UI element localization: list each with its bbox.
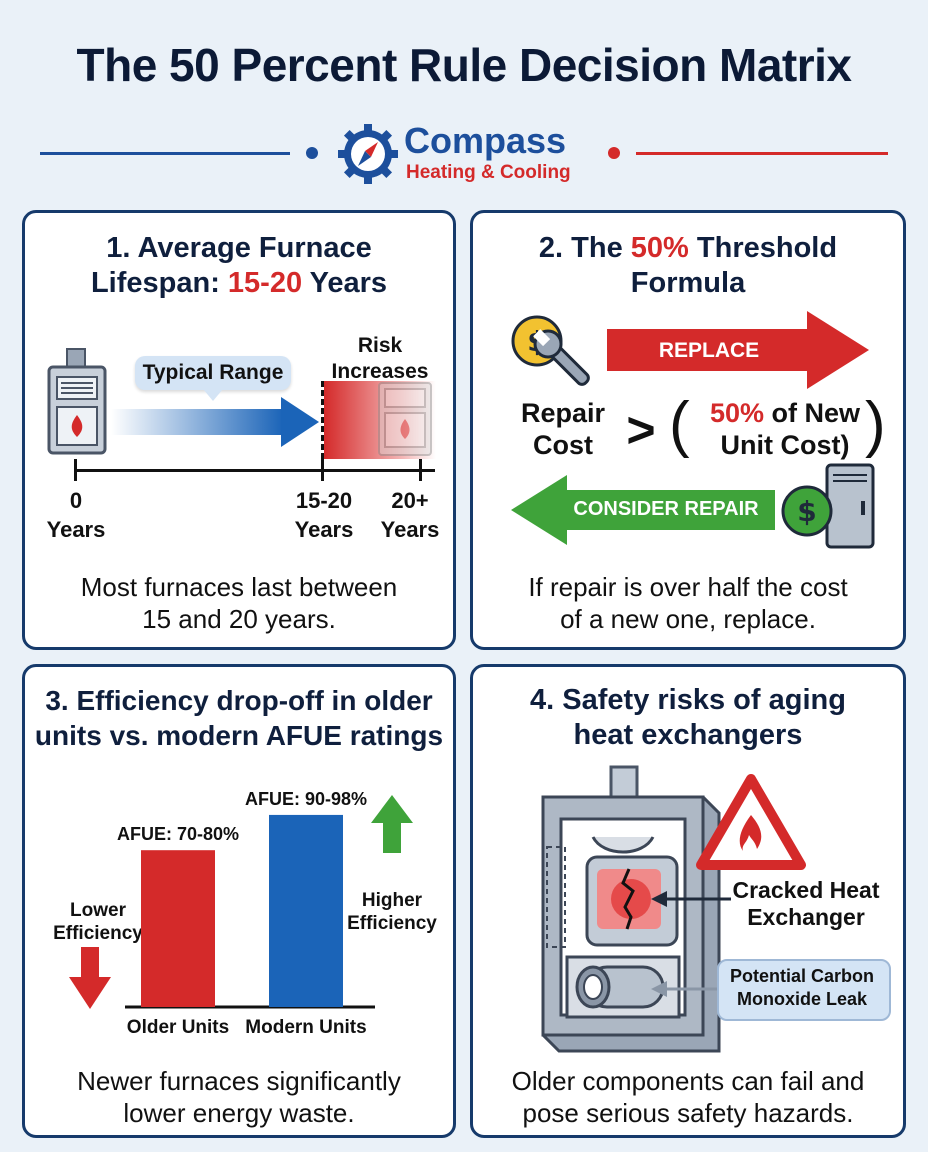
replace-label: REPLACE (658, 339, 760, 362)
tick-label-1: 15-20 Years (294, 488, 354, 542)
card1-title: 1. Average Furnace Lifespan: 15-20 Years (90, 232, 388, 299)
card-threshold-formula: 2. The 50% Threshold Formula $ REPLACE R… (470, 210, 906, 650)
afue-bar-chart: AFUE: 70-80% Older Units AFUE: 90-98% Moder… (117, 789, 375, 1038)
bar-older-units (141, 850, 215, 1007)
formula-lhs: Repair Cost (520, 398, 606, 460)
timeline-tick-2 (419, 459, 422, 481)
brand-subtitle: Heating & Cooling (406, 162, 571, 183)
formula-open-paren: ( (669, 390, 690, 459)
brand-dot-right (608, 147, 620, 159)
bar-value-label: AFUE: 70-80% (117, 824, 239, 844)
bar-category-label: Older Units (127, 1017, 229, 1038)
brand-dot-left (306, 147, 318, 159)
co-leak-callout (717, 959, 891, 1021)
card-efficiency: 3. Efficiency drop-off in older units vs… (22, 664, 456, 1138)
formula-operator: > (626, 402, 656, 458)
card3-title: 3. Efficiency drop-off in older units vs… (34, 685, 444, 751)
card-safety-risks: 4. Safety risks of aging heat exchangers… (470, 664, 906, 1138)
timeline-axis (75, 469, 435, 472)
co-leak-label: Potential Carbon Monoxide Leak (729, 966, 874, 1009)
card2-title: 2. The 50% Threshold Formula (538, 232, 838, 299)
cracked-heat-exchanger-label: Cracked Heat Exchanger (732, 877, 880, 930)
money-wrench-icon: $ (511, 315, 590, 386)
compass-gear-logo-icon (338, 124, 398, 184)
warning-fire-icon (696, 774, 806, 870)
bar-category-label: Modern Units (245, 1017, 366, 1038)
bar-value-label: AFUE: 90-98% (245, 789, 367, 809)
timeline-tick-0 (74, 459, 77, 481)
svg-text:$: $ (797, 495, 816, 528)
typical-range-label: Typical Range (142, 361, 284, 384)
typical-range-bubble (135, 356, 291, 390)
card2-caption: If repair is over half the cost of a new… (528, 572, 848, 634)
lifespan-arrow (111, 397, 319, 447)
money-furnace-icon: $ (781, 463, 875, 549)
faded-furnace-icon (378, 382, 432, 456)
bubble-pointer (203, 389, 223, 401)
risk-zone (321, 381, 436, 459)
risk-increases-label: Risk Increases (331, 334, 429, 383)
higher-efficiency-label: Higher Efficiency (347, 890, 437, 934)
bar-modern-units (269, 814, 343, 1007)
card1-caption: Most furnaces last between 15 and 20 yea… (80, 572, 398, 634)
card3-caption: Newer furnaces significantly lower energ… (77, 1066, 401, 1128)
page-title: The 50 Percent Rule Decision Matrix (76, 39, 853, 91)
tick-label-2: 20+ Years (380, 488, 440, 542)
tick-label-0: 0 Years (46, 488, 106, 542)
consider-repair-label: CONSIDER REPAIR (573, 498, 759, 520)
replace-arrow (607, 311, 869, 389)
formula-rhs: 50% of New Unit Cost) (709, 398, 861, 460)
formula-close-paren: ) (865, 390, 886, 459)
brand-divider-left (40, 152, 290, 155)
lower-efficiency-label: Lower Efficiency (53, 900, 143, 944)
brand-name: Compass (404, 120, 567, 161)
down-arrow-icon (69, 947, 111, 1009)
timeline-tick-1 (321, 459, 324, 481)
card-furnace-lifespan: 1. Average Furnace Lifespan: 15-20 Years… (22, 210, 456, 650)
consider-repair-arrow (511, 475, 775, 545)
card4-caption: Older components can fail and pose serio… (511, 1066, 865, 1128)
up-arrow-icon (371, 795, 413, 853)
furnace-icon (47, 348, 107, 455)
card4-title: 4. Safety risks of aging heat exchangers (530, 684, 846, 751)
brand-divider-right (636, 152, 888, 155)
crack-pointer-arrow (651, 891, 731, 907)
furnace-cutaway-illustration (541, 765, 721, 1053)
